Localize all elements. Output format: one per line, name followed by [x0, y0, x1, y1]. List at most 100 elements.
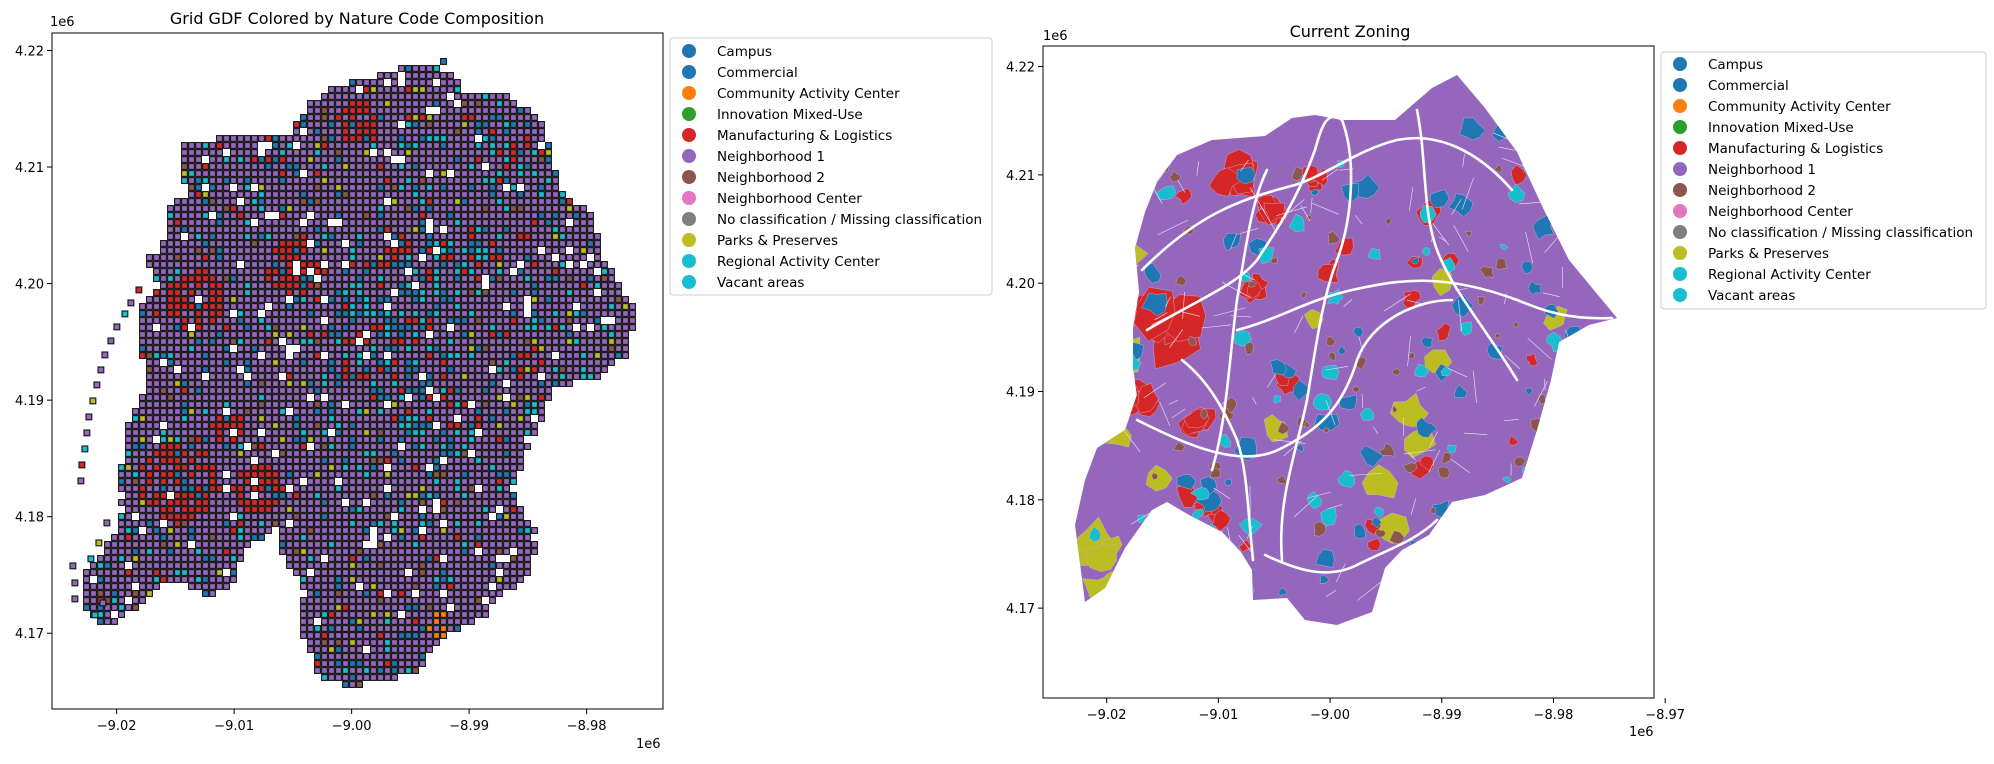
grid-cell: [434, 339, 440, 345]
grid-cell: [385, 633, 391, 639]
grid-cell: [441, 59, 447, 65]
grid-cell: [420, 423, 426, 429]
grid-cell: [168, 290, 174, 296]
grid-cell: [406, 619, 412, 625]
grid-cell: [567, 346, 573, 352]
grid-cell: [434, 87, 440, 93]
grid-cell: [266, 262, 272, 268]
grid-cell: [196, 227, 202, 233]
grid-cell: [294, 465, 300, 471]
grid-cell: [378, 227, 384, 233]
grid-cell: [546, 178, 552, 184]
grid-cell: [511, 535, 517, 541]
grid-cell: [371, 164, 377, 170]
grid-cell: [518, 360, 524, 366]
grid-cell: [455, 325, 461, 331]
grid-cell: [336, 234, 342, 240]
grid-cell: [364, 206, 370, 212]
grid-cell: [518, 416, 524, 422]
grid-cell: [553, 248, 559, 254]
grid-cell: [266, 374, 272, 380]
grid-cell: [343, 101, 349, 107]
grid-cell: [280, 388, 286, 394]
grid-cell: [196, 388, 202, 394]
grid-cell: [378, 535, 384, 541]
grid-cell: [238, 283, 244, 289]
grid-cell: [273, 430, 279, 436]
grid-cell: [378, 612, 384, 618]
grid-cell: [238, 241, 244, 247]
grid-cell: [154, 465, 160, 471]
grid-cell: [84, 570, 90, 576]
grid-cell: [364, 325, 370, 331]
grid-cell: [427, 262, 433, 268]
grid-cell: [245, 416, 251, 422]
zoning-map-legend-label: Parks & Preserves: [1708, 246, 1829, 262]
grid-cell: [266, 465, 272, 471]
grid-cell: [427, 213, 433, 219]
grid-cell: [518, 528, 524, 534]
grid-cell: [392, 367, 398, 373]
zoning-polygon: [1095, 233, 1120, 263]
grid-cell: [259, 346, 265, 352]
grid-cell: [329, 115, 335, 121]
grid-cell: [224, 374, 230, 380]
grid-cell: [490, 129, 496, 135]
grid-cell: [448, 150, 454, 156]
zoning-polygon: [1081, 349, 1111, 385]
grid-cell: [483, 94, 489, 100]
grid-cell: [196, 402, 202, 408]
grid-cell: [336, 206, 342, 212]
grid-cell: [308, 276, 314, 282]
grid-cell: [497, 451, 503, 457]
grid-cell: [462, 528, 468, 534]
grid-cell: [462, 465, 468, 471]
grid-cell: [294, 353, 300, 359]
zoning-polygon: [1542, 160, 1553, 169]
grid-cell: [329, 521, 335, 527]
grid-cell: [399, 640, 405, 646]
grid-cell: [490, 269, 496, 275]
grid-cell: [574, 269, 580, 275]
grid-cell: [413, 304, 419, 310]
grid-cell: [623, 332, 629, 338]
grid-cell: [441, 94, 447, 100]
grid-cell: [420, 185, 426, 191]
grid-cell: [182, 535, 188, 541]
grid-cell: [539, 157, 545, 163]
grid-cell: [455, 612, 461, 618]
grid-cell: [308, 507, 314, 513]
grid-cell: [210, 171, 216, 177]
grid-cell: [476, 311, 482, 317]
grid-cell: [301, 423, 307, 429]
grid-cell: [252, 171, 258, 177]
grid-cell: [462, 115, 468, 121]
grid-cell: [154, 339, 160, 345]
grid-cell: [525, 402, 531, 408]
grid-cell: [364, 80, 370, 86]
grid-cell: [189, 318, 195, 324]
grid-cell: [168, 227, 174, 233]
grid-cell: [581, 360, 587, 366]
grid-cell: [357, 388, 363, 394]
grid-cell: [350, 248, 356, 254]
grid-cell: [147, 458, 153, 464]
grid-cell: [182, 430, 188, 436]
grid-cell: [427, 150, 433, 156]
grid-cell: [427, 535, 433, 541]
grid-cell: [168, 269, 174, 275]
grid-cell: [399, 486, 405, 492]
grid-cell: [448, 570, 454, 576]
grid-cell: [231, 199, 237, 205]
grid-cell: [476, 542, 482, 548]
grid-cell: [525, 185, 531, 191]
grid-cell: [196, 563, 202, 569]
grid-cell: [462, 241, 468, 247]
grid-cell: [476, 150, 482, 156]
grid-cell: [434, 164, 440, 170]
grid-cell: [413, 241, 419, 247]
grid-cell: [427, 325, 433, 331]
grid-cell: [308, 402, 314, 408]
grid-cell: [371, 101, 377, 107]
grid-cell: [266, 276, 272, 282]
